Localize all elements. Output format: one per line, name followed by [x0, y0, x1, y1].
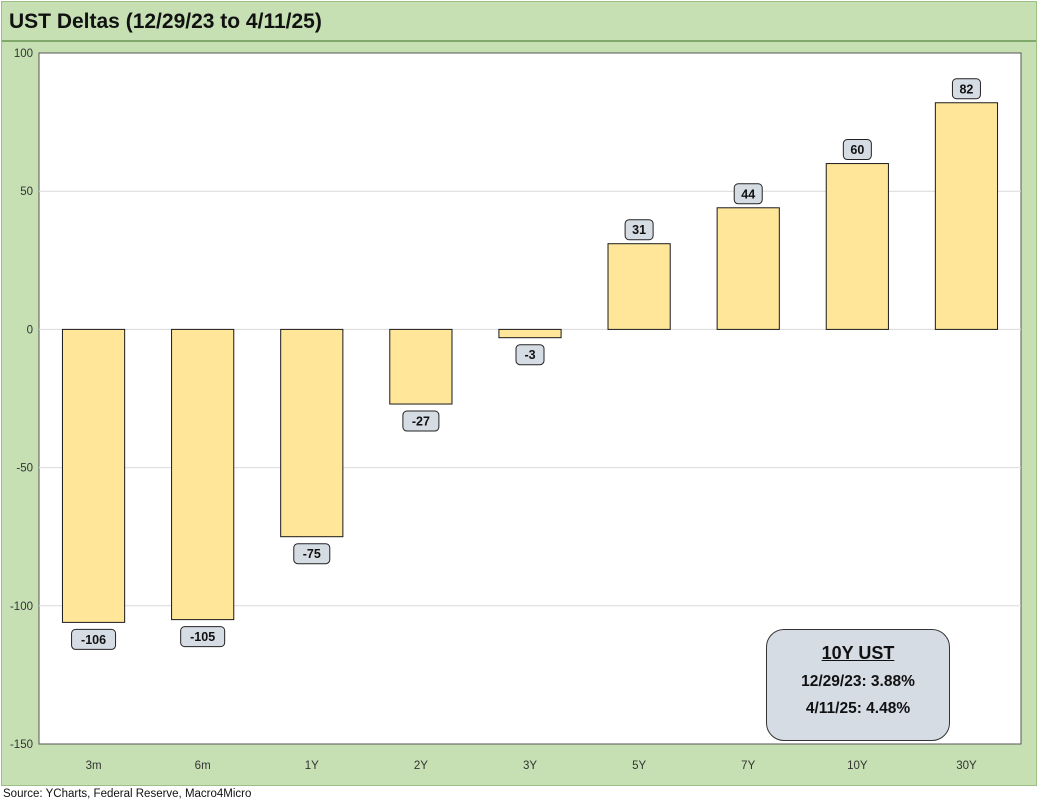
data-label-box — [842, 139, 872, 161]
x-tick-label: 3m — [86, 760, 102, 772]
data-label-text: 44 — [741, 187, 755, 201]
x-tick-label: 7Y — [741, 760, 755, 772]
data-label: -106 — [71, 628, 117, 650]
bar-10Y — [825, 163, 889, 330]
x-tick-label: 3Y — [523, 760, 537, 772]
data-label-box — [71, 628, 117, 650]
bar-2Y — [389, 328, 453, 405]
callout-title: 10Y UST — [821, 643, 895, 663]
y-tick-label: 100 — [14, 48, 33, 60]
bar-1Y — [280, 328, 344, 538]
x-tick-label: 30Y — [956, 760, 977, 772]
data-labels: -106 -105 -75 -27 -3 31 44 60 82 — [71, 78, 981, 650]
data-label-text: -105 — [190, 630, 215, 644]
data-label-text: 31 — [632, 223, 646, 237]
data-label-box — [951, 78, 981, 100]
bar-3m — [61, 328, 126, 623]
x-tick-label: 6m — [195, 760, 211, 772]
data-label-text: 82 — [959, 82, 973, 96]
10y-ust-callout: 10Y UST 12/29/23: 3.88% 4/11/25: 4.48% — [766, 629, 950, 741]
x-tick-label: 5Y — [632, 760, 646, 772]
source-note: Source: YCharts, Federal Reserve, Macro4… — [3, 788, 252, 800]
data-label-box — [624, 219, 654, 241]
bar-3Y — [498, 328, 562, 339]
bar-7Y — [716, 207, 780, 330]
chart-title: UST Deltas (12/29/23 to 4/11/25) — [9, 10, 322, 33]
x-tick-label: 10Y — [847, 760, 868, 772]
data-label-box — [180, 626, 226, 648]
data-label-box — [515, 344, 545, 366]
y-axis: 100 50 0 -50 -100 -150 — [10, 48, 33, 751]
data-label-text: -75 — [303, 547, 321, 561]
data-label: 31 — [624, 219, 654, 241]
bar-6m — [171, 328, 235, 621]
bars — [61, 102, 999, 623]
title-bar: UST Deltas (12/29/23 to 4/11/25) — [2, 2, 1036, 42]
data-label: 82 — [951, 78, 981, 100]
data-label-box — [293, 543, 331, 565]
data-label: -105 — [180, 626, 226, 648]
data-label-box — [733, 183, 763, 205]
callout-start-yield: 12/29/23: 3.88% — [801, 673, 915, 690]
y-tick-label: -50 — [16, 463, 33, 475]
y-tick-label: 50 — [20, 186, 33, 198]
data-label: -3 — [515, 344, 545, 366]
data-label-text: -27 — [412, 415, 430, 429]
data-label: -75 — [293, 543, 331, 565]
x-tick-label: 2Y — [414, 760, 428, 772]
data-label-text: 60 — [850, 143, 864, 157]
data-label: 44 — [733, 183, 763, 205]
data-label: 60 — [842, 139, 872, 161]
callout-end-yield: 4/11/25: 4.48% — [805, 700, 911, 717]
bar-30Y — [934, 102, 999, 330]
y-tick-label: 0 — [27, 324, 33, 336]
data-label: -27 — [402, 410, 440, 432]
data-label-box — [402, 410, 440, 432]
data-label-text: -106 — [81, 633, 106, 647]
y-tick-label: -100 — [10, 601, 33, 613]
x-axis: 3m 6m 1Y 2Y 3Y 5Y 7Y 10Y 30Y — [86, 760, 977, 772]
bar-5Y — [607, 243, 671, 330]
data-label-text: -3 — [524, 348, 535, 362]
x-tick-label: 1Y — [305, 760, 319, 772]
y-tick-label: -150 — [10, 739, 33, 751]
